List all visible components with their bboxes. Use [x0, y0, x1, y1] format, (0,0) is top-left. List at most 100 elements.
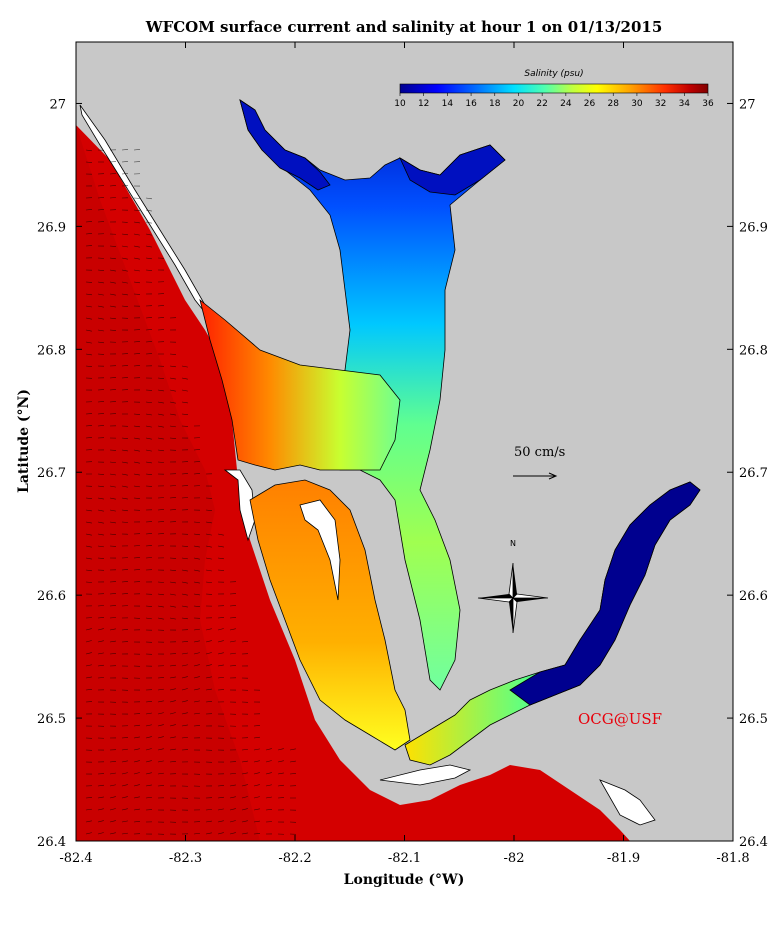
current-arrow	[157, 593, 164, 596]
current-arrow	[217, 676, 224, 679]
current-arrow	[169, 724, 176, 727]
current-arrow	[85, 161, 93, 163]
current-arrow	[109, 521, 116, 524]
current-arrow	[133, 281, 140, 284]
current-arrow	[121, 269, 128, 272]
current-arrow	[181, 545, 188, 547]
current-arrow	[145, 449, 152, 452]
current-arrow	[205, 581, 212, 584]
current-arrow	[109, 832, 116, 835]
current-arrow	[157, 760, 164, 763]
current-arrow	[145, 760, 152, 763]
sanibel-island	[379, 764, 472, 786]
current-arrow	[145, 341, 153, 343]
current-arrow	[133, 221, 140, 224]
current-arrow	[109, 329, 117, 331]
current-arrow	[229, 796, 236, 799]
current-arrow	[193, 640, 200, 643]
current-arrow	[85, 652, 92, 655]
pine-island	[299, 499, 341, 601]
current-arrow	[109, 808, 116, 811]
current-arrow	[145, 796, 152, 799]
current-arrow	[85, 664, 92, 667]
current-arrow	[97, 533, 104, 536]
current-arrow	[229, 784, 236, 787]
map-plot-area: N 50 cm/s OCG@USF	[76, 42, 733, 841]
current-arrow	[145, 712, 152, 715]
current-arrow	[169, 437, 176, 439]
current-arrow	[241, 641, 248, 643]
current-arrow	[109, 281, 116, 284]
current-arrow	[217, 832, 224, 835]
credit-label: OCG@USF	[578, 710, 662, 728]
current-arrow	[145, 233, 152, 236]
colorbar-tick-label: 10	[394, 99, 406, 109]
current-arrow	[109, 628, 116, 631]
current-arrow	[109, 772, 116, 775]
current-arrow	[133, 557, 141, 559]
current-arrow	[217, 664, 224, 667]
current-arrow	[253, 725, 261, 727]
current-arrow	[85, 557, 92, 560]
current-arrow	[169, 617, 176, 620]
current-arrow	[85, 341, 92, 344]
compass-rose: N	[477, 539, 549, 634]
current-arrow	[193, 449, 201, 451]
current-arrow	[157, 700, 164, 703]
current-arrow	[133, 269, 140, 272]
current-arrow	[85, 581, 93, 583]
current-arrow	[109, 269, 116, 272]
current-arrow	[85, 149, 92, 152]
current-arrow	[109, 784, 116, 787]
current-arrow	[121, 628, 128, 631]
current-arrow	[265, 784, 272, 787]
current-arrow	[121, 149, 129, 151]
current-arrow	[157, 305, 165, 307]
current-arrow	[145, 545, 153, 547]
current-arrow	[289, 773, 297, 775]
colorbar-title: Salinity (psu)	[524, 69, 583, 79]
current-arrow	[145, 269, 153, 271]
y-axis-ticks: 27 27 26.9 26.9 26.8 26.8 26.7 26.7 26.6 26.6 26.5…	[37, 97, 768, 850]
current-arrow	[97, 497, 104, 500]
current-arrow	[169, 688, 176, 691]
current-arrow	[157, 581, 165, 583]
current-arrow	[169, 712, 176, 715]
peace-river-upper	[399, 144, 506, 196]
current-arrow	[157, 449, 164, 452]
y-tick-label-right: 26.7	[739, 466, 768, 481]
current-arrow	[181, 712, 188, 715]
current-arrow	[193, 593, 200, 596]
y-tick-label: 26.8	[37, 343, 66, 358]
current-arrow	[85, 521, 92, 524]
current-arrow	[133, 365, 141, 367]
current-arrow	[205, 688, 212, 691]
current-arrow	[193, 557, 200, 560]
current-arrow	[181, 413, 188, 416]
colorbar-tick-label: 24	[560, 99, 572, 109]
current-arrow	[241, 760, 248, 763]
current-arrow	[121, 796, 128, 799]
current-arrow	[145, 329, 153, 331]
current-arrow	[169, 593, 176, 596]
current-arrow	[109, 761, 116, 763]
current-arrow	[181, 664, 188, 667]
current-arrow	[97, 425, 105, 427]
current-arrow	[157, 521, 164, 523]
y-tick-label: 26.9	[37, 220, 66, 235]
current-arrow	[169, 700, 176, 703]
current-arrow	[265, 809, 272, 811]
y-tick-label-right: 26.4	[739, 835, 768, 850]
current-arrow	[145, 413, 152, 416]
current-arrow	[97, 317, 104, 320]
current-arrow	[157, 425, 164, 428]
current-arrow	[133, 760, 140, 763]
current-arrow	[133, 341, 141, 343]
current-arrow	[97, 329, 104, 332]
current-arrow	[157, 317, 165, 319]
current-arrow	[121, 772, 128, 775]
current-arrow	[229, 665, 237, 667]
current-arrow	[145, 617, 152, 620]
current-arrow	[85, 305, 92, 308]
current-arrow	[193, 664, 200, 667]
